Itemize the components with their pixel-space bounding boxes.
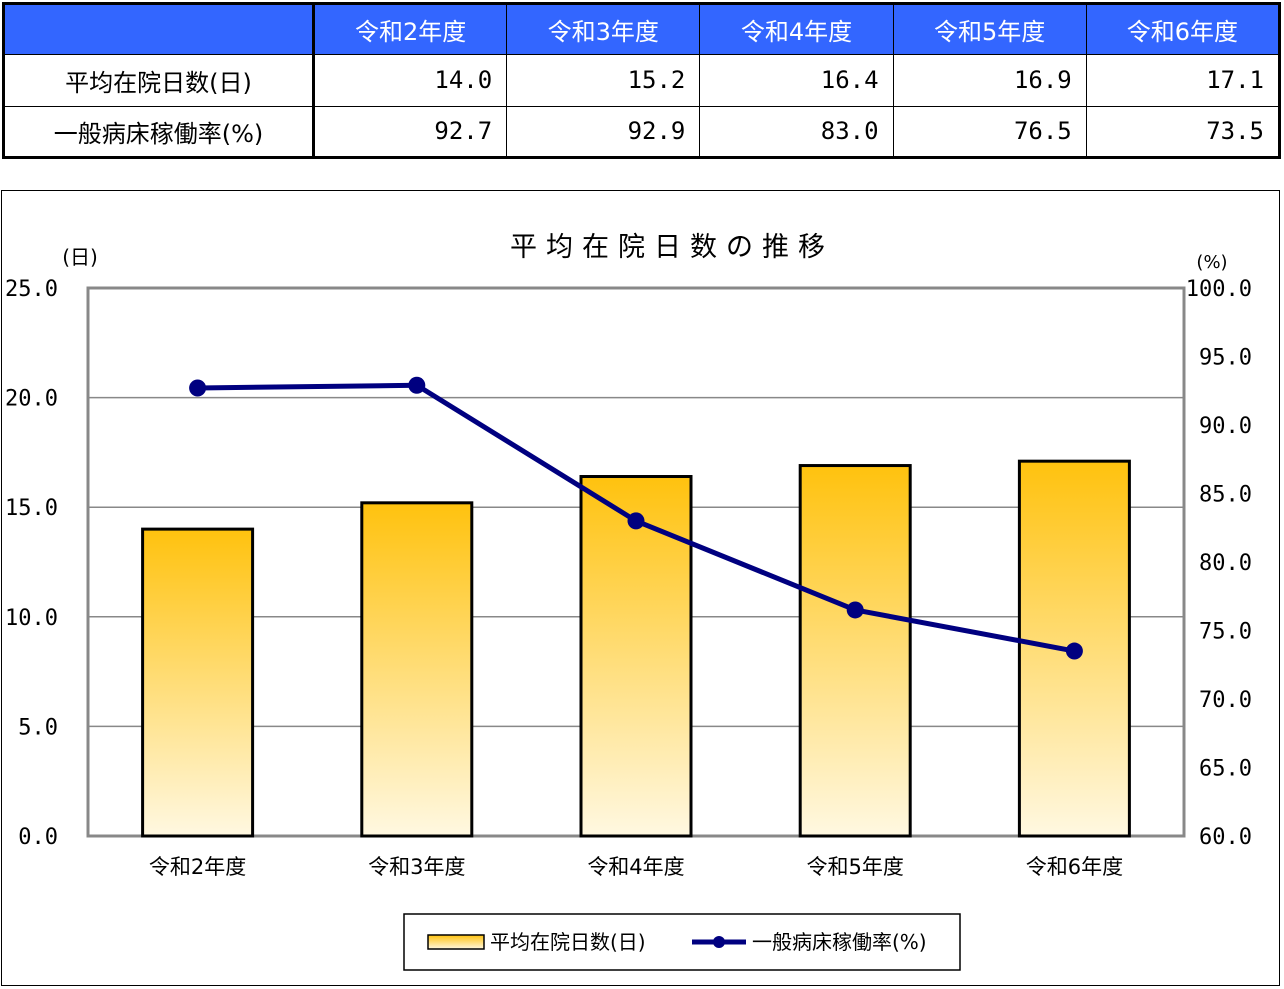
combo-chart: 平均在院日数の推移 (日) (%) 0.0 5.0 10.0 15.0 20.0 25.0… xyxy=(5,232,1252,971)
y-right-unit-label: (%) xyxy=(1196,252,1227,273)
table-cell: 16.9 xyxy=(892,54,1087,107)
table-header-cell: 令和6年度 xyxy=(1085,1,1282,56)
y-right-tick-label: 85.0 xyxy=(1199,483,1252,508)
y-right-tick-label: 70.0 xyxy=(1199,688,1252,713)
table-header-cell: 令和2年度 xyxy=(312,1,508,56)
chart-title: 平均在院日数の推移 xyxy=(510,232,834,263)
bar-series xyxy=(141,459,1131,838)
bar xyxy=(798,464,912,838)
table-cell: 16.4 xyxy=(699,54,894,107)
table-header-cell: 令和3年度 xyxy=(506,1,701,56)
y-right-tick-label: 60.0 xyxy=(1199,825,1252,850)
x-tick-label: 令和5年度 xyxy=(807,855,904,879)
legend-bar-swatch xyxy=(427,934,485,950)
table-cell: 76.5 xyxy=(892,105,1087,160)
table-cell: 92.9 xyxy=(506,105,701,160)
line-series xyxy=(189,376,1083,660)
y-right-tick-label: 80.0 xyxy=(1199,551,1252,576)
row-label: 平均在院日数(日) xyxy=(2,54,315,107)
y-right-tick-label: 100.0 xyxy=(1186,277,1252,302)
table-corner-cell xyxy=(2,1,315,56)
legend-line-label: 一般病床稼働率(%) xyxy=(752,930,927,954)
bar xyxy=(141,527,255,838)
x-tick-label: 令和2年度 xyxy=(149,855,246,879)
table-row: 平均在院日数(日) 14.0 15.2 16.4 16.9 17.1 xyxy=(2,54,1282,107)
y-left-tick-label: 5.0 xyxy=(18,715,58,740)
line-point xyxy=(408,376,426,394)
table-cell: 15.2 xyxy=(506,54,701,107)
bar xyxy=(360,501,474,838)
table-cell: 83.0 xyxy=(699,105,894,160)
row-label: 一般病床稼働率(%) xyxy=(2,105,315,160)
table-cell: 14.0 xyxy=(312,54,508,107)
y-left-tick-label: 20.0 xyxy=(5,387,58,412)
y-left-tick-label: 10.0 xyxy=(5,606,58,631)
x-tick-label: 令和3年度 xyxy=(368,855,465,879)
table-row: 一般病床稼働率(%) 92.7 92.9 83.0 76.5 73.5 xyxy=(2,105,1282,160)
y-right-tick-label: 75.0 xyxy=(1199,620,1252,645)
y-left-tick-label: 15.0 xyxy=(5,496,58,521)
legend-bar-label: 平均在院日数(日) xyxy=(490,930,646,954)
y-right-tick-label: 95.0 xyxy=(1199,346,1252,371)
y-left-tick-label: 0.0 xyxy=(18,825,58,850)
y-right-tick-label: 90.0 xyxy=(1199,414,1252,439)
line-point xyxy=(846,601,864,619)
line-point xyxy=(189,379,207,397)
table-cell: 92.7 xyxy=(312,105,508,160)
x-tick-label: 令和4年度 xyxy=(587,855,684,879)
x-tick-label: 令和6年度 xyxy=(1026,855,1123,879)
chart-frame: 平均在院日数の推移 (日) (%) 0.0 5.0 10.0 15.0 20.0 25.0… xyxy=(1,190,1280,986)
legend: 平均在院日数(日) 一般病床稼働率(%) xyxy=(403,913,961,971)
y-right-axis: 60.0 65.0 70.0 75.0 80.0 85.0 90.0 95.0 100.0 xyxy=(1186,277,1252,850)
bar xyxy=(579,475,693,838)
table-header-row: 令和2年度 令和3年度 令和4年度 令和5年度 令和6年度 xyxy=(2,1,1282,56)
y-left-axis: 0.0 5.0 10.0 15.0 20.0 25.0 xyxy=(5,277,58,850)
y-left-tick-label: 25.0 xyxy=(5,277,58,302)
table-header-cell: 令和4年度 xyxy=(699,1,894,56)
data-table: 令和2年度 令和3年度 令和4年度 令和5年度 令和6年度 平均在院日数(日) … xyxy=(2,1,1282,160)
legend-line-marker xyxy=(713,936,725,948)
table-header-cell: 令和5年度 xyxy=(892,1,1087,56)
line-point xyxy=(627,512,645,530)
legend-box xyxy=(403,913,961,971)
y-left-unit-label: (日) xyxy=(62,245,98,269)
line-point xyxy=(1065,642,1083,660)
y-right-tick-label: 65.0 xyxy=(1199,757,1252,782)
x-axis: 令和2年度 令和3年度 令和4年度 令和5年度 令和6年度 xyxy=(149,855,1123,879)
table-cell: 17.1 xyxy=(1085,54,1282,107)
table-cell: 73.5 xyxy=(1085,105,1282,160)
